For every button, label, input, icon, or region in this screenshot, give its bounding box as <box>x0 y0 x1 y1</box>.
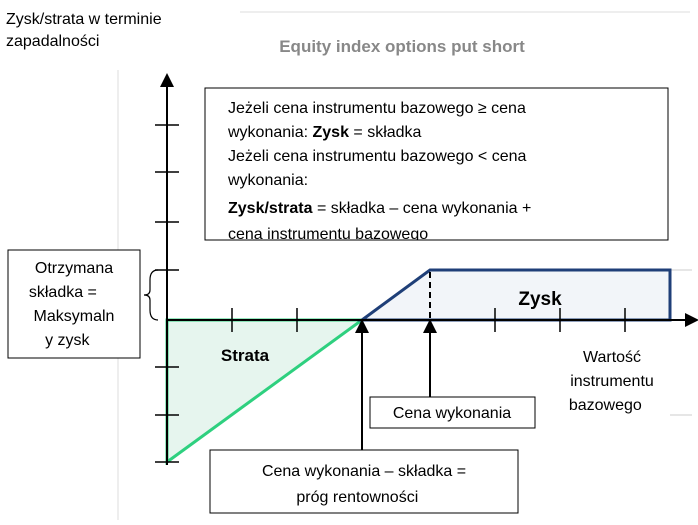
premium-box <box>7 249 141 359</box>
y-axis-label: Zysk/strata w terminie zapadalności <box>6 11 162 50</box>
title: Equity index options put short <box>279 37 525 56</box>
strike-box <box>369 396 536 429</box>
info-box <box>204 87 669 241</box>
loss-label: Strata <box>221 346 270 365</box>
profit-label: Zysk <box>518 289 562 310</box>
loss-area <box>165 318 367 465</box>
brace <box>143 269 159 321</box>
strike-text: Cena wykonania <box>393 405 511 422</box>
premium-text: Otrzymana składka = Maksymaln y zysk <box>0 0 119 349</box>
x-axis-label: Wartość instrumentu bazowego <box>569 349 654 414</box>
breakeven-text: Cena wykonania – składka = próg rentownoś… <box>262 463 466 506</box>
axis-ticks <box>155 124 626 463</box>
breakeven-box <box>209 449 519 514</box>
profit-area <box>357 268 672 322</box>
info-text: Jeżeli cena instrumentu bazowego ≥ cena … <box>0 0 554 243</box>
